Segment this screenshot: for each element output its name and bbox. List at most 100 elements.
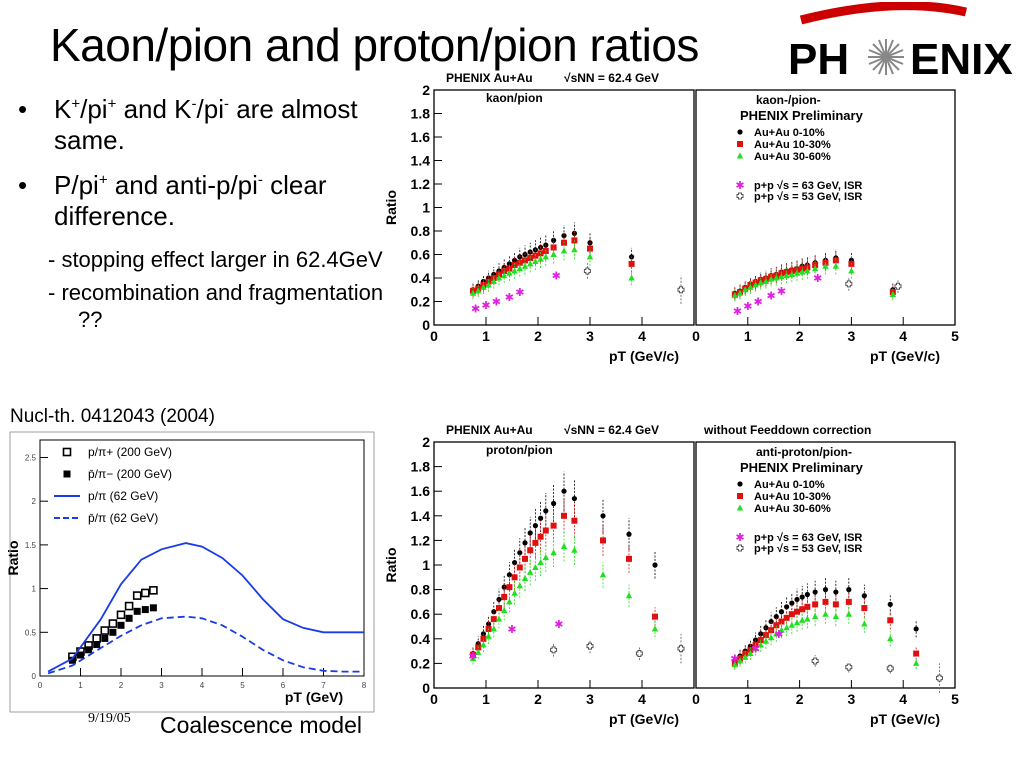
data-point: [626, 555, 632, 562]
data-point: [768, 618, 774, 625]
plot-frame: [695, 441, 956, 689]
data-point: [550, 646, 558, 654]
data-point: ✱: [754, 297, 763, 309]
data-point: [537, 533, 544, 540]
legend-entry: Au+Au 0-10%: [754, 127, 825, 139]
x-axis-label: pT (GeV/c): [870, 348, 940, 364]
data-point: [822, 587, 829, 593]
data-point: [747, 650, 754, 657]
data-point: [799, 594, 805, 600]
series-p/π (62 GeV): [47, 542, 364, 673]
data-point: [822, 262, 829, 269]
data-point: [747, 283, 754, 290]
data-point: [77, 651, 84, 659]
data-point: ✱: [468, 651, 477, 663]
data-point: [737, 481, 743, 487]
x-tick-label: 2: [119, 681, 124, 690]
x-tick-label: 0: [430, 328, 438, 344]
data-point: [861, 593, 867, 599]
x-tick-label: 3: [159, 681, 164, 690]
data-point: [783, 624, 790, 631]
data-point: [532, 523, 539, 529]
energy-label: √sNN = 62.4 GeV: [564, 423, 659, 437]
data-point: [845, 280, 853, 288]
data-point: [571, 546, 578, 553]
y-tick-label: 2: [422, 82, 430, 98]
data-point: [586, 642, 594, 650]
data-point: [506, 584, 513, 591]
x-tick-label: 4: [638, 328, 646, 344]
data-point: [108, 619, 118, 628]
series-p̄/π− (200 GeV): [68, 604, 157, 664]
y-tick-label: 0: [422, 680, 430, 696]
y-tick-label: 0: [422, 317, 430, 333]
y-tick-label: 2: [32, 497, 37, 506]
data-point: [480, 641, 487, 648]
data-point: [651, 625, 659, 632]
x-tick-label: 1: [744, 328, 752, 344]
y-axis-label: Ratio: [383, 548, 399, 583]
data-point: [501, 593, 508, 600]
data-point: [551, 500, 557, 507]
preliminary-label: PHENIX Preliminary: [740, 108, 864, 123]
data-point: [501, 272, 508, 279]
x-tick-label: 1: [78, 681, 83, 690]
data-point: [480, 283, 487, 290]
data-point: [561, 233, 567, 239]
data-point: [747, 646, 754, 653]
data-point: [116, 610, 126, 620]
data-point: [543, 508, 549, 514]
sub-bullet-stopping: - stopping effect larger in 62.4GeV: [48, 247, 383, 272]
data-point: ✱: [735, 180, 744, 192]
data-point: [861, 620, 868, 627]
data-point: [798, 268, 806, 275]
data-point: [469, 654, 477, 661]
data-point: [886, 664, 894, 672]
logo-text-left: PH: [788, 35, 849, 82]
data-point: [812, 589, 818, 595]
series-p+p √s = 63 GeV, ISR: ✱ ✱ ✱: [730, 629, 783, 666]
data-point: [778, 618, 785, 625]
series-p̄/π (62 GeV): [47, 615, 364, 675]
data-point: ✱: [777, 286, 786, 298]
x-tick-label: 4: [899, 691, 907, 707]
x-tick-label: 5: [951, 328, 959, 344]
data-point: [799, 606, 806, 613]
data-point: [845, 663, 853, 671]
data-point: [132, 591, 142, 600]
data-point: [793, 269, 801, 276]
data-point: ✱: [743, 301, 752, 313]
series-Au+Au 30-60%: [731, 604, 920, 671]
reference-citation: Nucl-th. 0412043 (2004): [10, 406, 215, 427]
data-point: [93, 641, 101, 649]
data-point: [742, 653, 749, 660]
slide-date: 9/19/05: [88, 711, 131, 726]
data-point: [470, 651, 476, 658]
data-point: [517, 550, 523, 556]
y-tick-label: 0.4: [411, 631, 431, 647]
y-tick-label: 0.6: [411, 606, 431, 622]
series-Au+Au 10-30%: [470, 498, 658, 662]
logo-arc: [799, 2, 968, 25]
data-point: [789, 600, 795, 606]
data-point: [495, 615, 503, 622]
legend-entry: p̄/π− (200 GeV): [88, 467, 172, 481]
data-point: [736, 192, 744, 200]
chart-header: PHENIX Au+Au: [446, 423, 533, 437]
data-point: [736, 657, 744, 664]
data-point: [778, 273, 785, 280]
data-point: [511, 267, 518, 274]
data-point: [101, 634, 109, 642]
y-tick-label: 0: [32, 672, 37, 681]
x-tick-label: 6: [281, 681, 286, 690]
data-point: [913, 626, 919, 632]
x-axis-label: pT (GeV/c): [609, 348, 679, 364]
data-point: [784, 604, 790, 610]
data-point: [109, 628, 117, 636]
data-point: [550, 244, 557, 251]
data-point: [742, 286, 749, 293]
series-line: [47, 542, 364, 673]
series-p+p √s = 63 GeV, ISR: ✱ ✱ ✱ ✱ ✱✱: [471, 271, 561, 316]
data-point: [737, 129, 743, 135]
data-point: [736, 152, 744, 159]
